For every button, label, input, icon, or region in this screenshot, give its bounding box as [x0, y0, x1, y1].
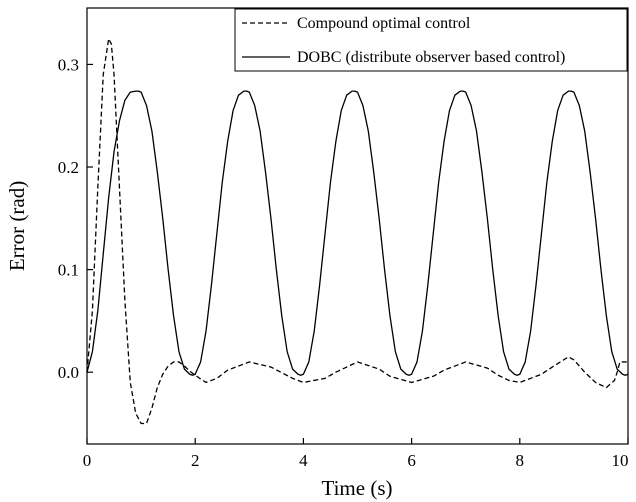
legend-label-dobc: DOBC (distribute observer based control): [297, 49, 565, 66]
y-tick-label: 0.0: [58, 363, 79, 382]
series-line-dobc: [86, 90, 629, 376]
x-tick-label: 6: [407, 451, 416, 470]
x-tick-label: 0: [83, 451, 92, 470]
x-tick-label: 8: [516, 451, 525, 470]
y-tick-label: 0.3: [58, 55, 79, 74]
y-axis-title: Error (rad): [5, 181, 29, 271]
series-layer: [86, 38, 629, 425]
x-tick-label: 10: [612, 451, 629, 470]
x-axis-title: Time (s): [322, 476, 393, 500]
legend: Compound optimal control DOBC (distribut…: [234, 8, 628, 72]
plot-area-frame: [86, 7, 629, 445]
legend-label-compound-optimal-control: Compound optimal control: [297, 15, 471, 32]
y-tick-label: 0.2: [58, 158, 79, 177]
series-line-compound-optimal-control: [86, 38, 628, 425]
tick-layer: 0 2 4 6 8 10 0.0 0.1 0.2 0.3: [58, 55, 629, 470]
y-tick-label: 0.1: [58, 261, 79, 280]
x-tick-label: 4: [299, 451, 308, 470]
legend-box: [234, 8, 628, 72]
x-tick-label: 2: [191, 451, 200, 470]
